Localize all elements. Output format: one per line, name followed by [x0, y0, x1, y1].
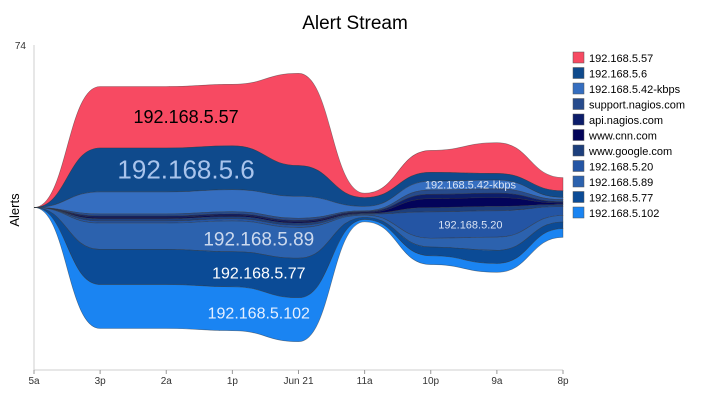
legend-label: www.cnn.com	[588, 131, 657, 143]
x-tick-label: 5a	[28, 376, 40, 387]
x-tick-label: 8p	[557, 376, 569, 387]
legend-swatch	[572, 206, 585, 219]
legend-swatch	[572, 51, 585, 64]
x-tick-label: 11a	[357, 376, 373, 387]
legend-label: 192.168.5.6	[589, 69, 647, 81]
stream-label: 192.168.5.6	[117, 154, 254, 184]
stream-label: 192.168.5.20	[438, 219, 502, 231]
legend-swatch	[572, 113, 585, 126]
legend-label: 192.168.5.20	[589, 162, 653, 174]
legend: 192.168.5.57 192.168.5.6 192.168.5.42-kbps…	[572, 51, 685, 220]
stream-layers	[33, 73, 564, 342]
x-tick-label: 9a	[491, 376, 503, 387]
chart-title: Alert Stream	[302, 13, 408, 34]
legend-swatch	[572, 175, 585, 188]
legend-swatch	[572, 129, 585, 141]
legend-swatch	[572, 98, 585, 110]
y-max-label: 74	[15, 41, 27, 52]
x-tick-label: 3p	[95, 376, 107, 387]
legend-swatch	[572, 67, 585, 79]
legend-label: 192.168.5.89	[589, 177, 653, 189]
legend-swatch	[572, 144, 585, 157]
stream-layer-192-168-5-102	[33, 207, 564, 342]
legend-swatch	[572, 82, 585, 95]
legend-swatch	[572, 191, 585, 203]
x-tick-label: Jun 21	[283, 376, 313, 387]
stream-labels: 192.168.5.57 192.168.5.6 192.168.5.89 192.1…	[117, 107, 516, 323]
stream-label: 192.168.5.42-kbps	[425, 180, 517, 192]
x-tick-label: 1p	[227, 376, 239, 387]
legend-label: support.nagios.com	[589, 100, 685, 112]
legend-label: 192.168.5.77	[589, 193, 653, 205]
x-tick-label: 2a	[161, 376, 173, 387]
stream-label: 192.168.5.57	[134, 107, 239, 127]
legend-label: www.google.com	[588, 146, 672, 158]
legend-swatch	[572, 160, 585, 172]
x-axis-ticks: 5a 3p 2a 1p Jun 21 11a 10p 9a 8p	[28, 370, 569, 387]
legend-label: api.nagios.com	[589, 115, 663, 127]
stream-label: 192.168.5.77	[212, 265, 306, 282]
y-axis-label: Alerts	[7, 193, 22, 227]
legend-label: 192.168.5.42-kbps	[589, 84, 681, 96]
legend-label: 192.168.5.102	[589, 208, 659, 220]
x-tick-label: 10p	[422, 376, 439, 387]
stream-label: 192.168.5.102	[208, 306, 310, 323]
stream-label: 192.168.5.89	[203, 230, 314, 251]
legend-label: 192.168.5.57	[589, 53, 653, 65]
